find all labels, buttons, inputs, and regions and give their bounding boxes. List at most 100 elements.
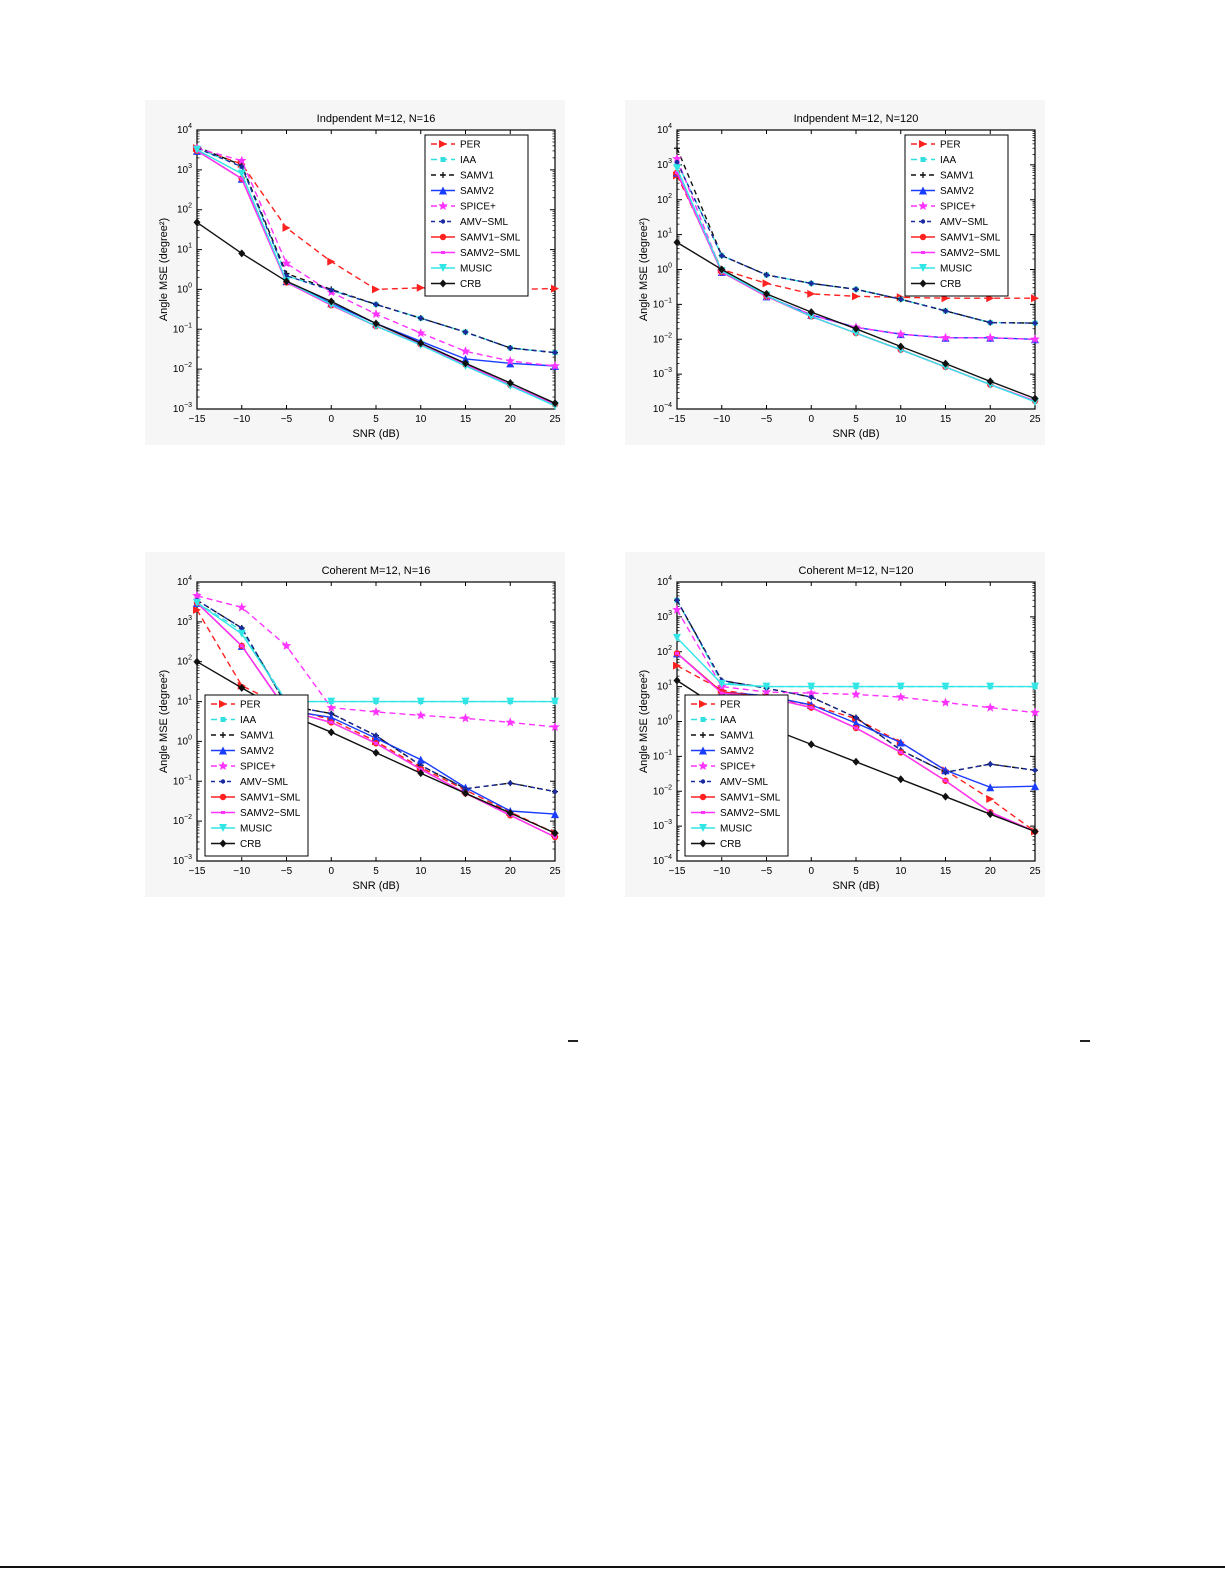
data-point [897, 775, 905, 784]
legend-marker [699, 700, 707, 708]
data-point [550, 722, 560, 732]
legend-label: PER [940, 140, 961, 151]
x-tick-label: 0 [808, 414, 814, 425]
x-tick-label: 25 [549, 866, 561, 877]
legend-label: SAMV2 [460, 186, 494, 197]
y-tick-label: 10−2 [173, 814, 192, 827]
legend-marker [439, 279, 447, 288]
legend-item-samv1-sml: SAMV1−SML [911, 233, 1001, 244]
x-tick-label: 15 [940, 866, 952, 877]
data-point [193, 657, 201, 666]
legend-item-crb: CRB [431, 279, 481, 290]
legend-marker [440, 157, 446, 162]
legend-label: SAMV1 [240, 731, 274, 742]
data-point [986, 810, 994, 819]
legend-item-spice-plus: SPICE+ [211, 761, 276, 773]
data-point [852, 324, 860, 333]
data-point [943, 779, 948, 783]
legend-marker [219, 839, 227, 848]
page-mark-right [1080, 1040, 1090, 1042]
legend-label: SAMV1−SML [460, 233, 521, 244]
y-tick-label: 103 [657, 610, 672, 623]
legend-label: PER [240, 700, 261, 711]
legend-item-spice-plus: SPICE+ [691, 761, 756, 773]
y-axis-label: Angle MSE (degree²) [158, 670, 170, 773]
data-point [898, 297, 903, 302]
legend-item-samv2: SAMV2 [431, 186, 494, 197]
legend-label: MUSIC [460, 264, 492, 275]
y-tick-label: 10−2 [653, 784, 672, 797]
data-point [372, 697, 380, 706]
data-point [326, 702, 336, 712]
data-point [985, 702, 995, 712]
series-crb [193, 218, 559, 408]
y-tick-label: 10−3 [653, 819, 672, 832]
legend-marker [920, 157, 926, 162]
legend-marker [698, 761, 708, 770]
data-point [852, 292, 860, 301]
y-tick-label: 100 [657, 715, 672, 728]
data-point [897, 342, 905, 351]
legend-label: SAMV2 [940, 186, 974, 197]
legend-marker [219, 700, 227, 708]
data-point [416, 328, 426, 338]
data-point [462, 789, 469, 798]
data-point [463, 786, 468, 791]
y-tick-label: 10−2 [653, 332, 672, 345]
x-tick-label: 10 [415, 866, 427, 877]
y-tick-label: 101 [177, 243, 192, 256]
data-point [675, 651, 679, 655]
y-tick-label: 10−4 [653, 854, 672, 867]
legend-label: SAMV1−SML [720, 793, 781, 804]
data-point [239, 177, 244, 181]
legend-label: CRB [460, 279, 481, 290]
x-tick-label: −5 [281, 866, 293, 877]
legend-label: AMV−SML [460, 217, 509, 228]
legend-marker [919, 279, 927, 288]
legend-item-per: PER [431, 140, 481, 151]
legend-marker [440, 172, 446, 178]
data-point [372, 285, 380, 294]
data-point [552, 789, 558, 794]
legend-label: AMV−SML [240, 777, 289, 788]
y-axis-label: Angle MSE (degree²) [158, 218, 170, 321]
data-point [461, 354, 470, 363]
data-point [416, 755, 425, 764]
y-tick-label: 102 [657, 193, 672, 206]
y-tick-label: 102 [657, 645, 672, 658]
y-tick-label: 10−4 [653, 402, 672, 415]
x-tick-label: 15 [460, 414, 472, 425]
data-point [763, 289, 770, 298]
legend-item-samv1-sml: SAMV1−SML [431, 233, 521, 244]
data-point [551, 697, 559, 706]
data-point [505, 356, 515, 366]
chart-svg: Indpendent M=12, N=120 −15 −10 −5 0 5 10 15 20 25… [625, 100, 1045, 445]
y-tick-label: 10−3 [173, 854, 192, 867]
data-point [327, 697, 336, 706]
y-tick-label: 103 [177, 163, 192, 176]
x-axis-label: SNR (dB) [352, 880, 399, 892]
legend-label: SAMV2−SML [720, 808, 781, 819]
y-tick-label: 103 [177, 615, 192, 628]
data-point [461, 697, 470, 706]
data-point [852, 757, 860, 766]
data-point [372, 748, 380, 757]
data-point [283, 277, 290, 286]
data-point [985, 332, 995, 342]
legend-label: MUSIC [240, 824, 272, 835]
chart-svg: Coherent M=12, N=16 −15 −10 −5 0 5 10 15 20 25 SNR… [145, 552, 565, 897]
legend-label: IAA [720, 715, 736, 726]
data-point [672, 604, 682, 614]
data-point [1032, 768, 1038, 773]
data-point [1031, 827, 1039, 836]
x-tick-label: −5 [281, 414, 293, 425]
y-tick-label: 10−1 [653, 297, 672, 310]
data-point [281, 640, 292, 650]
legend-label: CRB [940, 279, 961, 290]
legend-label: SAMV2−SML [240, 808, 301, 819]
legend-marker [219, 824, 227, 832]
data-point [896, 738, 905, 747]
data-point [1031, 394, 1039, 403]
data-point [674, 598, 680, 603]
x-tick-label: 20 [505, 414, 517, 425]
